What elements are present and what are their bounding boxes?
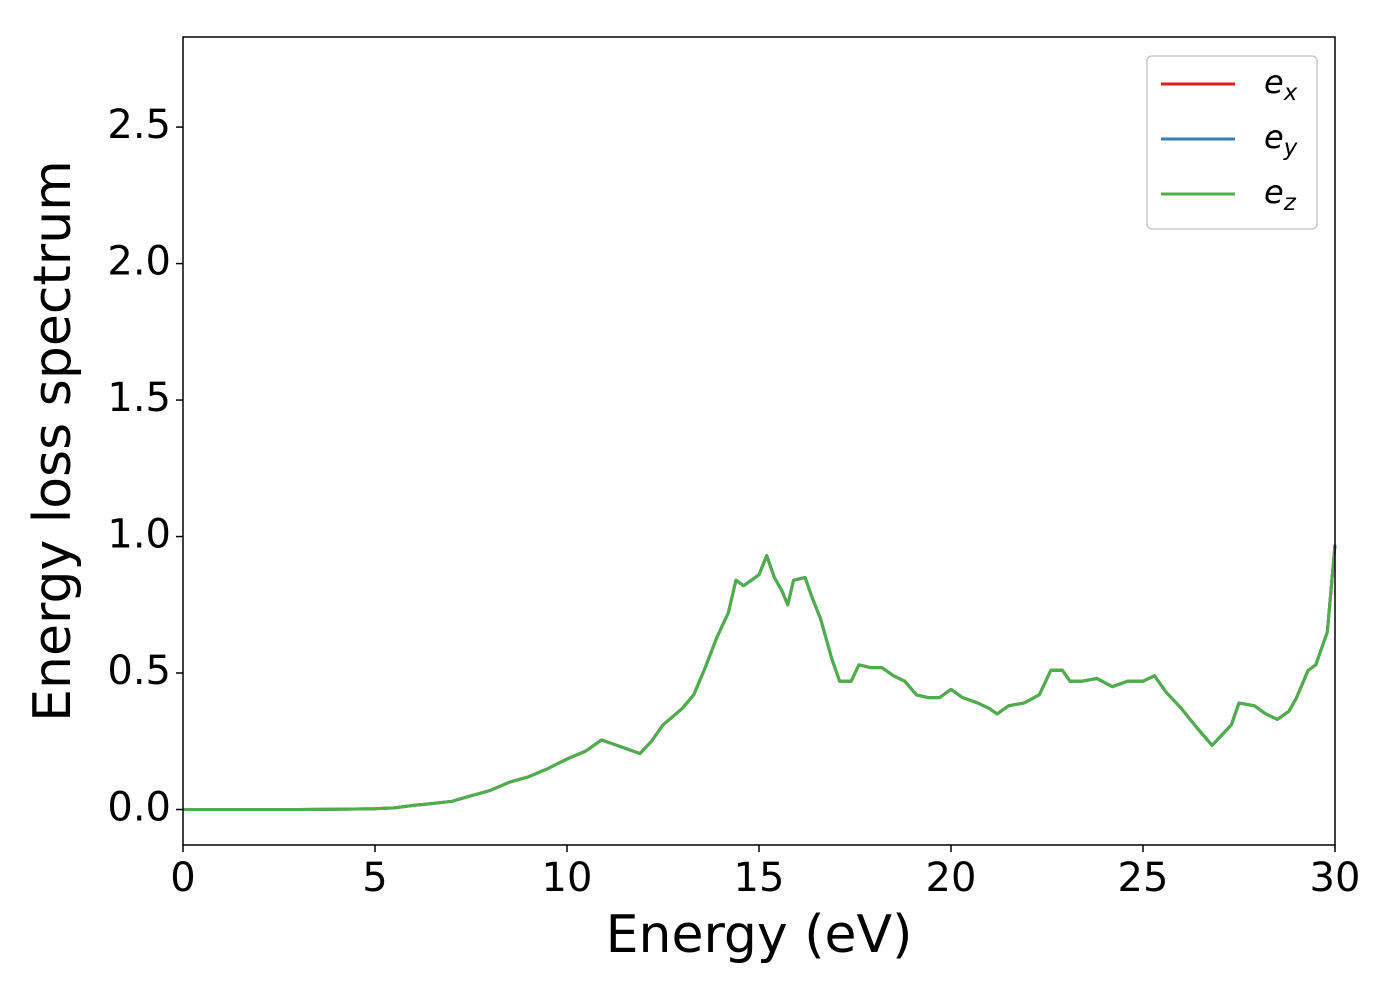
x-tick-label: 10 <box>542 855 593 901</box>
x-tick-label: 15 <box>734 855 785 901</box>
legend-box <box>1146 55 1318 230</box>
series-line <box>183 544 1337 812</box>
y-axis-label: Energy loss spectrum <box>23 160 83 722</box>
x-tick-label: 30 <box>1310 855 1361 901</box>
plot-frame <box>182 36 1336 846</box>
x-tick-label: 20 <box>926 855 977 901</box>
x-tick-label: 5 <box>362 855 387 901</box>
y-tick-label: 1.5 <box>107 375 171 421</box>
x-tick-label: 25 <box>1118 855 1169 901</box>
x-axis-label: Energy (eV) <box>606 905 913 965</box>
y-tick-label: 0.5 <box>107 648 171 694</box>
legend-label: ez <box>1264 173 1297 216</box>
y-tick-label: 2.5 <box>107 102 171 148</box>
legend-label: ex <box>1264 63 1298 106</box>
y-tick-label: 2.0 <box>107 239 171 285</box>
x-tick-label: 0 <box>170 855 195 901</box>
y-tick-label: 0.0 <box>107 785 171 831</box>
y-tick-label: 1.0 <box>107 512 171 558</box>
legend-label: ey <box>1264 118 1298 161</box>
